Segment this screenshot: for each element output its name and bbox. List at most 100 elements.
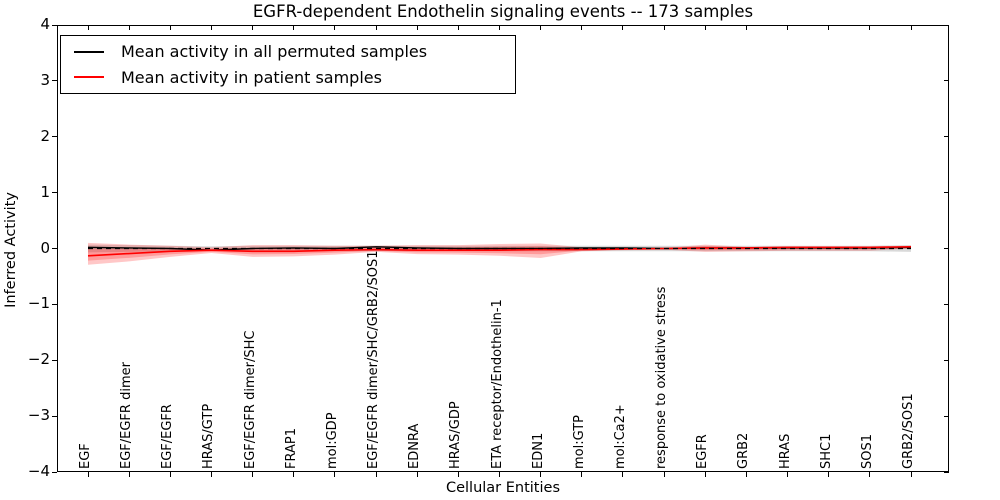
- x-tick-mark-bottom: [210, 472, 212, 477]
- x-tick-mark-top: [293, 25, 295, 30]
- legend: Mean activity in all permuted samples Mea…: [60, 35, 516, 94]
- x-tick-label: SOS1: [859, 433, 875, 469]
- legend-label: Mean activity in all permuted samples: [121, 42, 428, 62]
- x-tick-mark-bottom: [663, 472, 665, 477]
- x-tick-label: GRB2/SOS1: [901, 393, 916, 469]
- x-tick-mark-bottom: [128, 472, 130, 477]
- x-tick-mark-bottom: [87, 472, 89, 477]
- patient-mean-line: [87, 246, 912, 257]
- x-tick-mark-top: [334, 25, 336, 30]
- x-tick-label: GRB2: [736, 432, 752, 469]
- y-axis-label: Inferred Activity: [3, 192, 19, 308]
- x-tick-mark-top: [375, 25, 377, 30]
- y-tick-label: 0: [40, 238, 50, 257]
- x-tick-label: FRAP1: [283, 428, 299, 469]
- x-tick-mark-bottom: [910, 472, 912, 477]
- y-tick-mark-right: [944, 471, 949, 473]
- y-tick-label: −2: [27, 350, 50, 369]
- x-tick-mark-top: [663, 25, 665, 30]
- y-tick-mark-right: [944, 192, 949, 194]
- x-tick-label: mol:Ca2+: [612, 404, 628, 469]
- y-tick-mark-left: [52, 359, 57, 361]
- y-tick-label: 1: [40, 182, 50, 201]
- x-tick-label: mol:GTP: [571, 415, 587, 469]
- x-tick-mark-bottom: [416, 472, 418, 477]
- y-tick-mark-right: [944, 303, 949, 305]
- x-tick-mark-bottom: [293, 472, 295, 477]
- x-tick-mark-bottom: [540, 472, 542, 477]
- x-tick-mark-top: [787, 25, 789, 30]
- y-tick-mark-right: [944, 359, 949, 361]
- x-tick-mark-bottom: [499, 472, 500, 477]
- x-tick-mark-top: [581, 25, 583, 30]
- y-tick-mark-left: [52, 415, 57, 417]
- x-tick-label: mol:GDP: [324, 412, 340, 469]
- y-tick-label: 3: [40, 70, 50, 89]
- x-tick-mark-top: [416, 25, 418, 30]
- x-tick-label: HRAS/GTP: [201, 403, 217, 469]
- legend-item: Mean activity in all permuted samples: [61, 42, 515, 61]
- y-tick-label: −1: [27, 294, 50, 313]
- x-tick-label: ETA receptor/Endothelin-1: [489, 299, 505, 469]
- x-tick-mark-top: [622, 25, 624, 30]
- y-tick-mark-right: [944, 415, 949, 417]
- x-tick-mark-top: [540, 25, 542, 30]
- x-tick-mark-top: [87, 25, 89, 30]
- x-tick-mark-top: [128, 25, 130, 30]
- x-tick-mark-bottom: [169, 472, 171, 477]
- y-tick-label: −3: [27, 406, 50, 425]
- x-tick-label: EDNRA: [407, 423, 423, 469]
- x-tick-mark-bottom: [457, 472, 459, 477]
- x-tick-label: SHC1: [818, 433, 834, 469]
- y-tick-mark-left: [52, 303, 57, 305]
- legend-label: Mean activity in patient samples: [121, 67, 382, 87]
- x-tick-mark-bottom: [581, 472, 583, 477]
- x-tick-mark-top: [910, 25, 912, 30]
- y-tick-mark-left: [52, 80, 57, 82]
- x-tick-mark-top: [252, 25, 254, 30]
- chart-title: EGFR-dependent Endothelin signaling even…: [252, 2, 754, 21]
- x-tick-mark-bottom: [745, 472, 747, 477]
- x-tick-mark-top: [169, 25, 171, 30]
- x-tick-mark-top: [828, 25, 830, 30]
- x-tick-mark-bottom: [622, 472, 624, 477]
- x-tick-mark-top: [704, 25, 706, 30]
- y-tick-mark-left: [52, 471, 57, 473]
- legend-line-sample: [74, 50, 104, 53]
- legend-line-sample: [74, 76, 104, 79]
- x-tick-label: HRAS/GDP: [448, 401, 464, 469]
- x-tick-label: response to oxidative stress: [654, 286, 670, 469]
- x-tick-label: EDN1: [530, 432, 546, 469]
- x-tick-label: EGF/EGFR: [160, 404, 176, 469]
- x-tick-label: EGF/EGFR dimer: [119, 362, 135, 469]
- y-tick-label: 2: [40, 126, 50, 145]
- x-tick-label: HRAS: [777, 433, 793, 469]
- x-tick-label: EGF/EGFR dimer/SHC/GRB2/SOS1: [366, 250, 382, 470]
- y-tick-mark-left: [52, 136, 57, 138]
- y-tick-mark-right: [944, 80, 949, 82]
- x-tick-mark-bottom: [704, 472, 706, 477]
- x-tick-mark-top: [210, 25, 212, 30]
- x-axis-label: Cellular Entities: [445, 480, 561, 496]
- y-tick-mark-left: [52, 248, 57, 249]
- x-tick-label: EGF: [78, 443, 93, 469]
- x-tick-mark-top: [499, 25, 500, 30]
- x-tick-label: EGF/EGFR dimer/SHC: [242, 330, 258, 469]
- x-tick-mark-bottom: [252, 472, 254, 477]
- x-tick-mark-bottom: [828, 472, 830, 477]
- x-tick-mark-bottom: [334, 472, 336, 477]
- y-tick-mark-right: [944, 248, 949, 249]
- x-tick-label: EGFR: [695, 434, 711, 469]
- y-tick-mark-right: [944, 136, 949, 138]
- y-tick-label: 4: [40, 15, 50, 33]
- y-tick-mark-left: [52, 24, 57, 26]
- x-tick-mark-bottom: [787, 472, 789, 477]
- legend-item: Mean activity in patient samples: [61, 68, 515, 87]
- x-tick-mark-top: [869, 25, 871, 30]
- x-tick-mark-bottom: [375, 472, 377, 477]
- x-tick-mark-top: [457, 25, 459, 30]
- patient-std-band-inner: [88, 246, 911, 261]
- y-tick-mark-right: [944, 24, 949, 26]
